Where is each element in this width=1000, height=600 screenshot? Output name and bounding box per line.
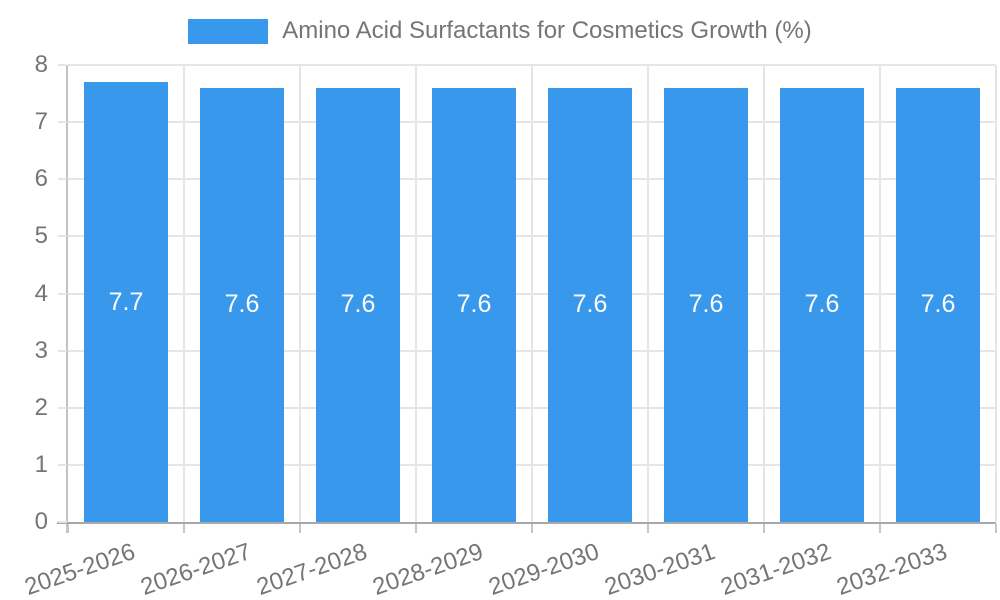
x-tick-mark xyxy=(763,524,765,533)
y-axis-tick-label: 6 xyxy=(34,165,48,193)
legend-label: Amino Acid Surfactants for Cosmetics Gro… xyxy=(282,17,812,44)
bar[interactable]: 7.6 xyxy=(432,87,516,522)
y-tick-mark xyxy=(58,406,67,409)
v-gridline xyxy=(763,65,765,522)
v-gridline xyxy=(647,65,649,522)
y-axis-tick-label: 7 xyxy=(34,108,48,136)
y-tick-mark xyxy=(58,64,67,66)
v-gridline xyxy=(531,65,533,522)
bar[interactable]: 7.7 xyxy=(84,82,168,522)
x-tick-mark xyxy=(995,524,997,533)
x-tick-mark xyxy=(67,524,69,533)
x-tick-mark xyxy=(531,524,533,533)
bar[interactable]: 7.6 xyxy=(548,87,632,522)
v-gridline xyxy=(415,65,417,522)
x-tick-mark xyxy=(647,524,649,533)
v-gridline xyxy=(995,65,997,522)
bar-value-label: 7.6 xyxy=(224,290,260,319)
x-tick-mark xyxy=(415,524,417,533)
v-gridline xyxy=(879,65,881,522)
y-tick-mark xyxy=(58,521,67,523)
x-axis-tick-label: 2030-2031 xyxy=(601,538,719,600)
y-tick-mark xyxy=(58,178,67,181)
bar[interactable]: 7.6 xyxy=(896,87,980,522)
x-axis-tick-label: 2026-2027 xyxy=(137,538,255,600)
bar-value-label: 7.6 xyxy=(456,290,492,319)
v-gridline xyxy=(183,65,185,522)
y-tick-mark xyxy=(58,292,67,295)
x-tick-mark xyxy=(879,524,881,533)
y-axis-tick-label: 4 xyxy=(34,279,48,307)
bar-value-label: 7.6 xyxy=(804,290,840,319)
y-axis-tick-label: 5 xyxy=(34,222,48,250)
bar-value-label: 7.6 xyxy=(688,290,724,319)
y-axis-line xyxy=(66,65,68,533)
bar-value-label: 7.6 xyxy=(920,290,956,319)
bar[interactable]: 7.6 xyxy=(780,87,864,522)
y-axis-tick-label: 0 xyxy=(34,508,48,535)
legend[interactable]: Amino Acid Surfactants for Cosmetics Gro… xyxy=(0,17,1000,45)
x-axis-line xyxy=(57,522,996,524)
x-axis-tick-label: 2025-2026 xyxy=(21,538,139,600)
x-axis-tick-label: 2031-2032 xyxy=(717,538,835,600)
x-axis-tick-label: 2028-2029 xyxy=(369,538,487,600)
x-axis-tick-label: 2029-2030 xyxy=(485,538,603,600)
y-axis-tick-label: 3 xyxy=(34,336,48,364)
x-tick-mark xyxy=(183,524,185,533)
y-axis-tick-label: 2 xyxy=(34,393,48,421)
y-tick-mark xyxy=(58,121,67,124)
y-axis-tick-label: 1 xyxy=(34,450,48,478)
x-axis-tick-label: 2032-2033 xyxy=(833,538,951,600)
bar[interactable]: 7.6 xyxy=(664,87,748,522)
x-tick-mark xyxy=(299,524,301,533)
bar-value-label: 7.6 xyxy=(340,290,376,319)
bar[interactable]: 7.6 xyxy=(200,87,284,522)
v-gridline xyxy=(299,65,301,522)
y-tick-mark xyxy=(58,235,67,238)
y-tick-mark xyxy=(58,349,67,352)
y-axis-tick-label: 8 xyxy=(34,51,48,78)
bar[interactable]: 7.6 xyxy=(316,87,400,522)
x-axis-tick-label: 2027-2028 xyxy=(253,538,371,600)
bar-value-label: 7.6 xyxy=(572,290,608,319)
y-tick-mark xyxy=(58,463,67,466)
bar-value-label: 7.7 xyxy=(108,287,144,316)
legend-swatch-icon xyxy=(188,18,269,44)
